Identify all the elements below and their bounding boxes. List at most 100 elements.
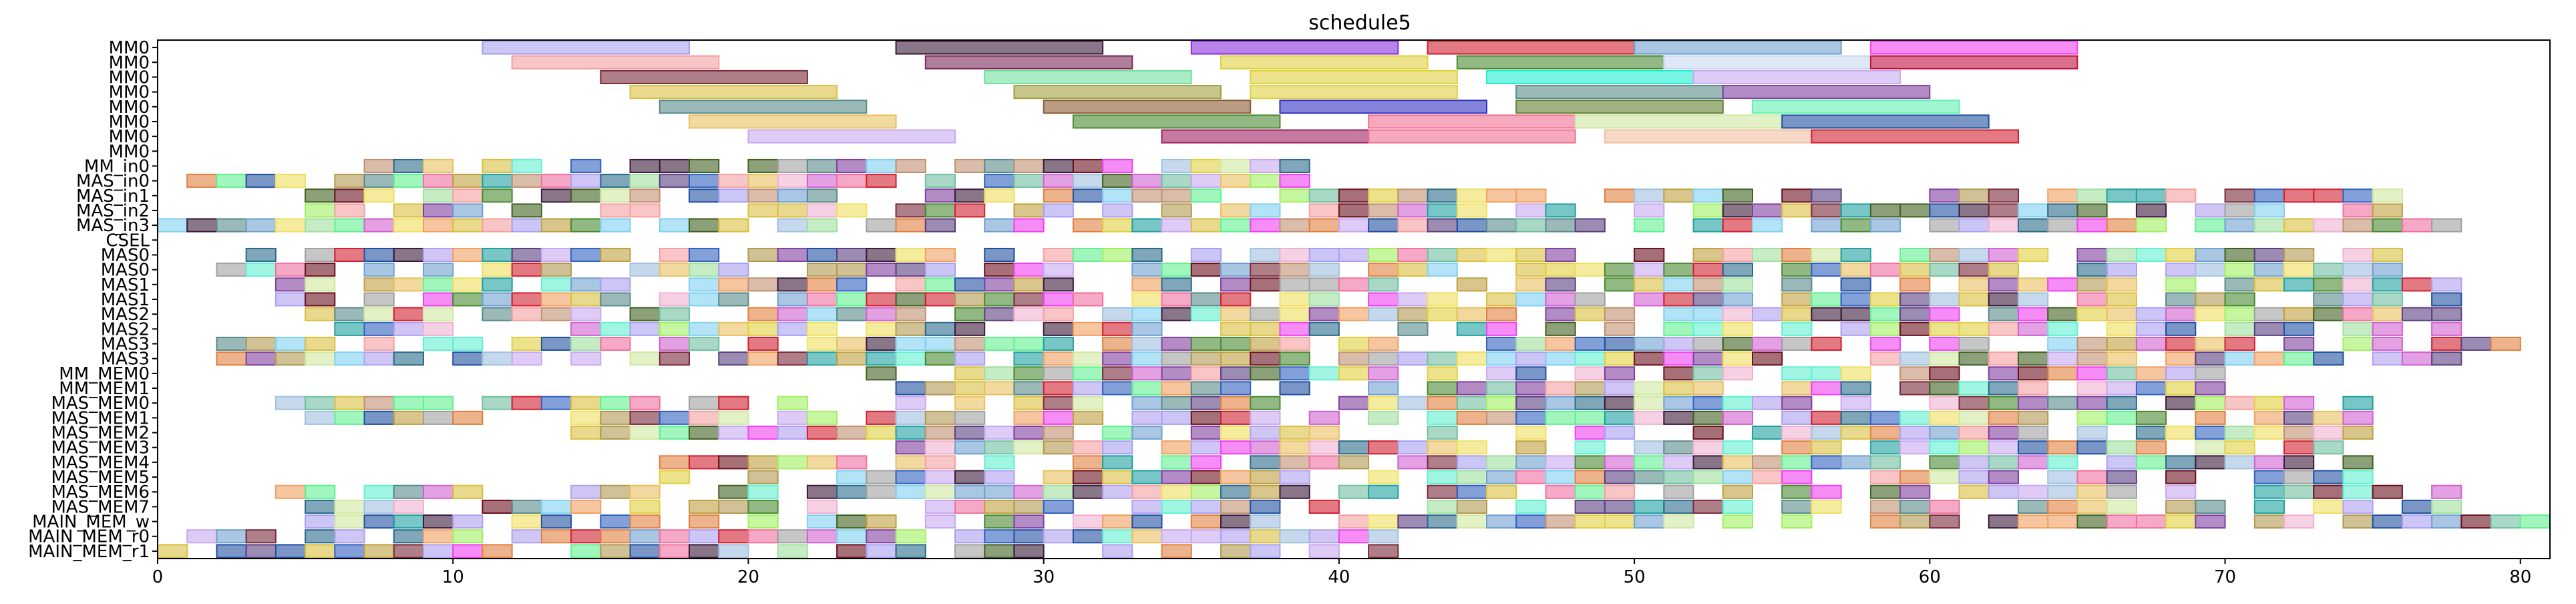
task-bar-490	[1958, 292, 1990, 307]
task-bar-1232	[1131, 514, 1163, 529]
task-bar-972	[2283, 426, 2315, 440]
task-bar-1303	[1279, 529, 1310, 544]
task-bar-670	[2224, 336, 2255, 351]
task-bar-125	[1368, 188, 1399, 203]
task-bar-27	[689, 114, 897, 129]
task-bar-159	[629, 203, 661, 218]
task-bar-629	[689, 336, 720, 351]
task-bar-1270	[186, 529, 218, 544]
task-bar-144	[2135, 188, 2167, 203]
task-bar-1017	[689, 455, 720, 470]
task-bar-1269	[2519, 514, 2551, 529]
y-tick-label: MM_in0	[84, 156, 150, 176]
task-bar-749	[1131, 366, 1163, 381]
task-bar-990	[1368, 440, 1399, 455]
task-bar-1279	[540, 529, 572, 544]
task-bar-814	[2165, 381, 2197, 396]
task-bar-126	[1397, 188, 1429, 203]
task-bar-859	[1958, 396, 1990, 410]
task-bar-1044	[1692, 455, 1724, 470]
task-bar-1006	[1988, 440, 2020, 455]
task-bar-1096	[1899, 470, 1931, 484]
task-bar-133	[1663, 188, 1694, 203]
task-bar-297	[1250, 247, 1281, 263]
task-bar-830	[777, 396, 808, 410]
task-bar-952	[1515, 426, 1547, 440]
task-bar-757	[1368, 366, 1399, 381]
task-bar-1287	[777, 529, 808, 544]
task-bar-73	[511, 174, 542, 188]
task-bar-909	[1722, 410, 1754, 425]
task-bar-168	[1043, 203, 1074, 218]
y-tick-label: CSEL	[106, 231, 150, 251]
task-bar-1236	[1338, 514, 1370, 529]
task-bar-296	[1190, 247, 1222, 263]
task-bar-176	[1397, 203, 1429, 218]
task-bar-631	[806, 336, 838, 351]
y-tick-label: MM_MEM1	[59, 379, 150, 399]
task-bar-1014	[2283, 440, 2315, 455]
task-bar-645	[1250, 336, 1281, 351]
task-bar-496	[2195, 292, 2226, 307]
task-bar-385	[2342, 263, 2374, 277]
task-bar-1309	[245, 544, 277, 559]
task-bar-457	[806, 292, 838, 307]
task-bar-1162	[2431, 484, 2462, 499]
task-bar-365	[1634, 263, 1665, 277]
task-bar-1111	[393, 484, 424, 499]
task-bar-785	[1072, 381, 1104, 396]
task-bar-726	[1929, 351, 1960, 366]
task-bar-58	[1161, 158, 1192, 173]
task-bar-986	[1250, 440, 1281, 455]
task-bar-410	[1161, 277, 1192, 292]
task-bar-387	[274, 277, 307, 292]
task-bar-938	[895, 426, 926, 440]
task-bar-219	[689, 218, 720, 233]
task-bar-1280	[570, 529, 602, 544]
task-bar-266	[2342, 218, 2374, 233]
task-bar-180	[1545, 203, 1576, 218]
task-bar-1116	[629, 484, 661, 499]
task-bar-805	[1840, 381, 1871, 396]
task-bar-1315	[423, 544, 454, 559]
x-tick-label: 10	[442, 567, 464, 587]
task-bar-1142	[1574, 484, 1606, 499]
task-bar-1300	[1190, 529, 1222, 544]
task-bar-666	[2106, 336, 2137, 351]
task-bar-220	[718, 218, 749, 233]
task-bar-1307	[157, 544, 188, 559]
task-bar-1	[895, 40, 1104, 55]
task-bar-1013	[2224, 440, 2255, 455]
task-bar-1320	[629, 544, 661, 559]
task-bar-796	[1515, 381, 1547, 396]
task-bar-2	[1190, 40, 1399, 55]
task-bar-571	[600, 321, 631, 336]
task-bar-958	[1811, 426, 1842, 440]
task-bar-1062	[2283, 455, 2315, 470]
task-bar-475	[1427, 292, 1458, 307]
task-bar-857	[1840, 396, 1871, 410]
task-bar-1328	[954, 544, 986, 559]
task-bar-642	[1161, 336, 1192, 351]
task-bar-1277	[452, 529, 484, 544]
task-bar-411	[1220, 277, 1252, 292]
task-bar-1020	[777, 455, 808, 470]
task-bar-106	[600, 188, 631, 203]
task-bar-622	[423, 336, 454, 351]
task-bar-18	[1013, 85, 1222, 100]
task-bar-264	[2283, 218, 2315, 233]
task-bar-918	[2018, 410, 2049, 425]
task-bar-1160	[2342, 484, 2374, 499]
task-bar-1021	[806, 455, 838, 470]
task-bar-903	[1545, 410, 1576, 425]
task-bar-441	[2401, 277, 2433, 292]
task-bar-899	[1427, 410, 1458, 425]
task-bar-92	[1131, 174, 1163, 188]
task-bar-703	[1131, 351, 1163, 366]
task-bar-1064	[659, 470, 690, 484]
task-bar-944	[1102, 426, 1133, 440]
task-bar-679	[274, 351, 307, 366]
task-bar-525	[1161, 307, 1192, 321]
y-tick-label: MAS_in3	[76, 216, 150, 236]
task-bar-802	[1692, 381, 1724, 396]
